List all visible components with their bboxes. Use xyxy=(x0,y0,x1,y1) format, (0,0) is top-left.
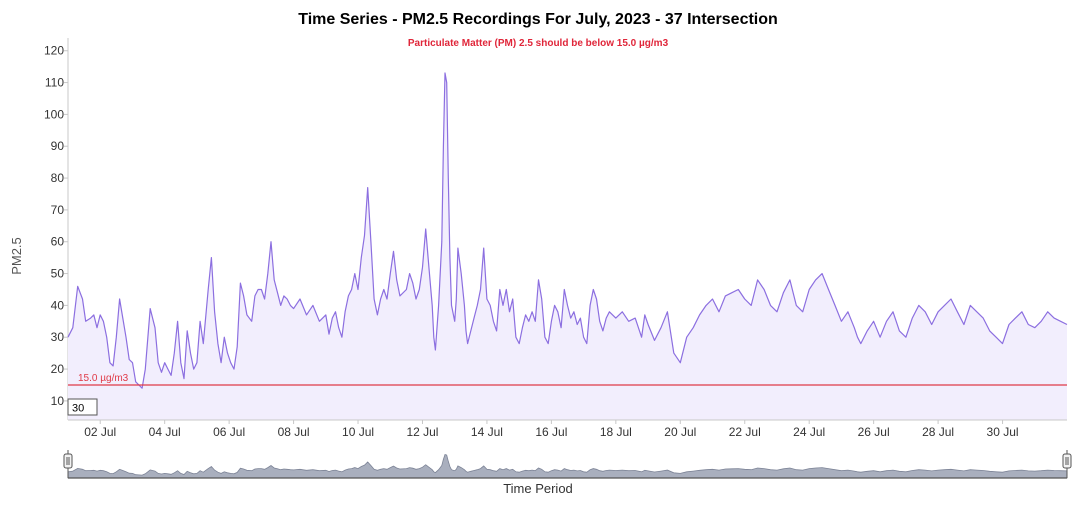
x-tick-label: 08 Jul xyxy=(278,425,310,439)
y-tick-label: 50 xyxy=(51,267,65,281)
x-tick-label: 12 Jul xyxy=(406,425,438,439)
x-tick-label: 28 Jul xyxy=(922,425,954,439)
x-tick-label: 26 Jul xyxy=(858,425,890,439)
series-line xyxy=(67,72,1068,389)
y-axis-label: PM2.5 xyxy=(9,237,24,275)
x-tick-label: 02 Jul xyxy=(84,425,116,439)
y-tick-label: 80 xyxy=(51,171,65,185)
plot-layer: 10 20 30 40 50 60 70 80 90 100 110 120 15.0 µg/m3 02 … xyxy=(44,38,1068,439)
range-selector[interactable]: 30 xyxy=(67,398,98,416)
y-tick-label: 30 xyxy=(51,330,65,344)
x-tick-label: 10 Jul xyxy=(342,425,374,439)
x-tick-label: 22 Jul xyxy=(729,425,761,439)
x-tick-label: 06 Jul xyxy=(213,425,245,439)
navigator-right-handle[interactable] xyxy=(1062,453,1072,469)
y-tick-label: 10 xyxy=(51,394,65,408)
x-axis-label: Time Period xyxy=(503,481,573,496)
x-tick-label: 14 Jul xyxy=(471,425,503,439)
chart-subtitle: Particulate Matter (PM) 2.5 should be be… xyxy=(408,38,669,49)
series-area xyxy=(68,73,1067,420)
range-selector-value[interactable]: 30 xyxy=(72,403,84,415)
x-tick-label: 16 Jul xyxy=(535,425,567,439)
navigator-series xyxy=(67,453,1068,479)
x-tick-label: 20 Jul xyxy=(664,425,696,439)
y-tick-label: 20 xyxy=(51,362,65,376)
y-tick-label: 120 xyxy=(44,44,64,58)
range-navigator[interactable] xyxy=(63,450,1072,479)
x-tick-label: 24 Jul xyxy=(793,425,825,439)
y-tick-label: 70 xyxy=(51,203,65,217)
x-tick-label: 18 Jul xyxy=(600,425,632,439)
y-tick-label: 110 xyxy=(45,76,64,90)
x-tick-label: 30 Jul xyxy=(987,425,1019,439)
navigator-left-handle[interactable] xyxy=(63,453,73,469)
range-selector-box[interactable] xyxy=(67,398,98,416)
threshold-label: 15.0 µg/m3 xyxy=(78,373,129,384)
y-tick-label: 90 xyxy=(51,139,65,153)
y-tick-label: 60 xyxy=(51,235,65,249)
x-tick-label: 04 Jul xyxy=(149,425,181,439)
y-tick-label: 40 xyxy=(51,298,65,312)
navigator-right-handle-grip[interactable] xyxy=(1062,453,1072,469)
chart-title: Time Series - PM2.5 Recordings For July,… xyxy=(298,11,778,28)
navigator-left-handle-grip[interactable] xyxy=(63,453,73,469)
y-tick-label: 100 xyxy=(44,107,64,121)
